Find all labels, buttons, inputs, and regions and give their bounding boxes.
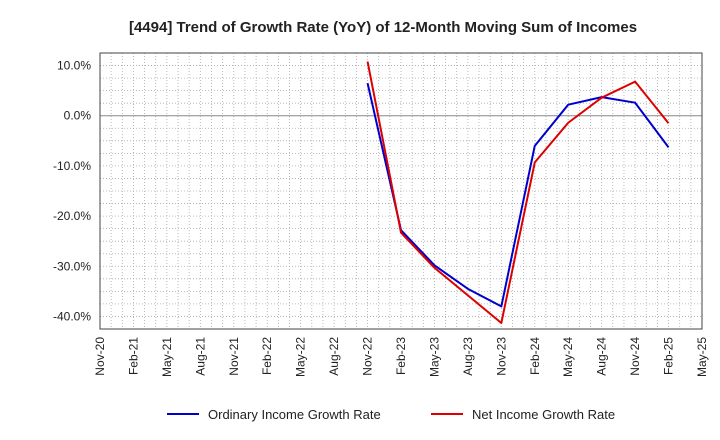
y-tick-label: 10.0%: [57, 59, 91, 73]
legend-label: Net Income Growth Rate: [472, 407, 615, 422]
x-tick-label: Aug-24: [595, 337, 609, 376]
legend: Ordinary Income Growth Rate Net Income Gr…: [167, 407, 615, 422]
x-tick-label: May-25: [695, 337, 709, 377]
y-tick-label: 0.0%: [64, 109, 92, 123]
legend-label: Ordinary Income Growth Rate: [208, 407, 381, 422]
y-tick-label: -30.0%: [53, 259, 91, 273]
series-lines: [366, 61, 670, 324]
y-tick-label: -40.0%: [53, 309, 91, 323]
x-tick-label: Feb-23: [394, 337, 408, 375]
x-tick-label: Nov-20: [93, 337, 107, 376]
y-tick-label: -20.0%: [53, 209, 91, 223]
x-tick-label: Nov-24: [628, 337, 642, 376]
x-tick-label: Feb-22: [260, 337, 274, 375]
x-tick-label: May-22: [294, 337, 308, 377]
series-line-1: [366, 82, 670, 308]
x-tick-label: Aug-21: [193, 337, 207, 376]
x-tick-label: Feb-25: [662, 337, 676, 375]
x-tick-label: Feb-21: [126, 337, 140, 375]
x-tick-label: Nov-21: [227, 337, 241, 376]
x-tick-label: May-23: [427, 337, 441, 377]
x-tick-label: Nov-22: [361, 337, 375, 376]
x-tick-label: Aug-22: [327, 337, 341, 376]
x-axis: Nov-20 Feb-21 May-21 Aug-21 Nov-21 Feb-22 May-…: [93, 337, 709, 377]
x-tick-label: May-24: [561, 337, 575, 377]
x-tick-label: Aug-23: [461, 337, 475, 376]
x-tick-label: May-21: [160, 337, 174, 377]
y-tick-label: -10.0%: [53, 159, 91, 173]
grid: [100, 53, 702, 329]
x-tick-label: Feb-24: [528, 337, 542, 375]
chart-title: [4494] Trend of Growth Rate (YoY) of 12-…: [129, 19, 637, 36]
y-axis: 10.0% 0.0% -10.0% -20.0% -30.0% -40.0%: [53, 59, 91, 324]
x-tick-label: Nov-23: [494, 337, 508, 376]
series-line-2: [366, 61, 670, 324]
plot-area: [99, 52, 703, 330]
